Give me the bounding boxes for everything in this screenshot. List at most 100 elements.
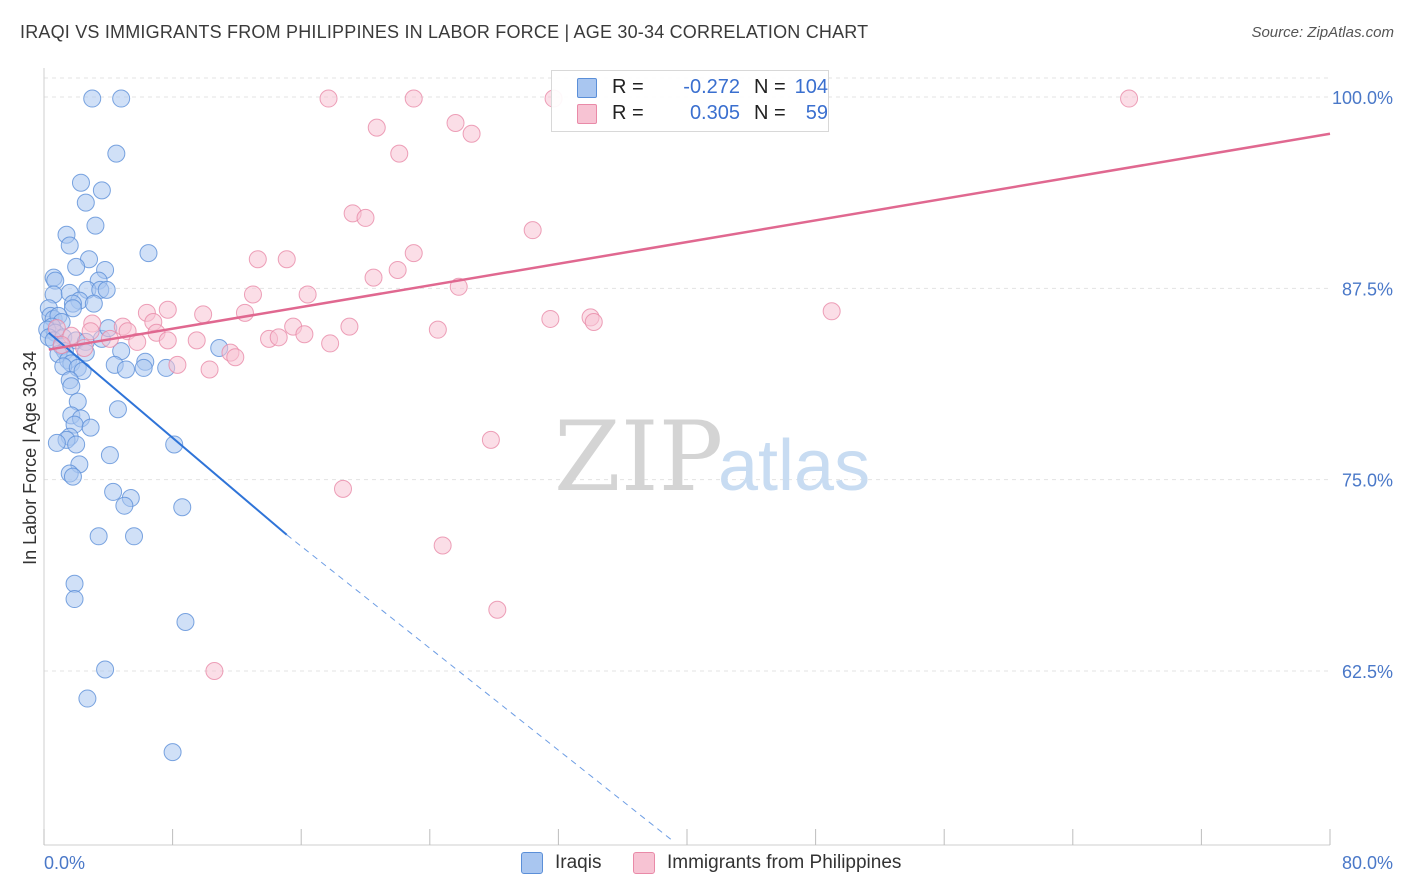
y-tick-label: 75.0%	[1342, 471, 1393, 491]
philippines-point	[298, 285, 317, 304]
philippines-point	[364, 268, 383, 287]
philippines-point	[243, 285, 262, 304]
legend-item-philippines[interactable]: Immigrants from Philippines	[633, 852, 901, 874]
y-tick-labels: 62.5% 75.0% 87.5% 100.0%	[1332, 88, 1393, 682]
iraqis-point	[86, 216, 105, 235]
philippines-point	[388, 260, 407, 279]
philippines-point	[81, 322, 100, 341]
philippines-point	[1120, 89, 1139, 108]
x-tick-label-max: 80.0%	[1342, 853, 1393, 873]
iraqis-point	[100, 446, 119, 465]
iraqis-point	[63, 467, 82, 486]
philippines-point	[319, 89, 338, 108]
philippines-point	[277, 250, 296, 269]
iraqis-r-value: -0.272	[683, 75, 740, 98]
iraqis-point	[71, 173, 90, 192]
philippines-point	[449, 277, 468, 296]
philippines-point	[295, 325, 314, 344]
iraqis-trend-line	[48, 331, 288, 536]
iraqis-point	[81, 418, 100, 437]
philippines-point	[390, 144, 409, 163]
iraqis-point	[163, 743, 182, 762]
iraqis-point	[89, 527, 108, 546]
philippines-point	[158, 300, 177, 319]
stats-legend: R = -0.272 N = 104 R = 0.305 N = 59	[551, 70, 829, 132]
iraqis-point	[176, 613, 195, 632]
iraqis-point	[115, 496, 134, 515]
trend-lines	[48, 132, 1331, 840]
philippines-n-label: N =	[754, 101, 786, 124]
philippines-point	[822, 302, 841, 321]
iraqis-point	[134, 358, 153, 377]
iraqis-point	[125, 527, 144, 546]
philippines-point	[462, 124, 481, 143]
iraqis-point	[116, 360, 135, 379]
iraqis-point	[62, 377, 81, 396]
series-legend: Iraqis Immigrants from Philippines	[0, 852, 1406, 876]
philippines-point	[47, 319, 66, 338]
x-tick-label-min: 0.0%	[44, 853, 85, 873]
iraqis-n-label: N =	[754, 75, 786, 98]
iraqis-point	[47, 433, 66, 452]
iraqis-point	[92, 181, 111, 200]
source-credit: Source: ZipAtlas.com	[1251, 24, 1394, 41]
legend-item-iraqis[interactable]: Iraqis	[521, 852, 601, 874]
philippines-r-label: R =	[612, 101, 644, 124]
iraqis-point	[107, 144, 126, 163]
y-tick-label: 62.5%	[1342, 662, 1393, 682]
iraqis-point	[104, 482, 123, 501]
legend-philippines-label: Immigrants from Philippines	[667, 852, 902, 873]
iraqis-n-value: 104	[794, 75, 828, 98]
philippines-point	[541, 309, 560, 328]
philippines-point	[248, 250, 267, 269]
iraqis-point	[112, 89, 131, 108]
philippines-point	[428, 320, 447, 339]
watermark-zip: ZIP	[554, 401, 723, 513]
iraqis-point	[67, 257, 86, 276]
y-tick-label: 100.0%	[1332, 88, 1393, 108]
watermark-atlas: atlas	[718, 426, 870, 506]
philippines-point	[158, 331, 177, 350]
philippines-trend-line	[48, 132, 1331, 351]
philippines-point	[333, 479, 352, 498]
iraqis-point	[173, 498, 192, 517]
iraqis-point	[63, 299, 82, 318]
philippines-point	[226, 348, 245, 367]
philippines-point	[168, 355, 187, 374]
philippines-n-value: 59	[805, 101, 828, 124]
iraqis-point	[76, 193, 95, 212]
philippines-point	[321, 334, 340, 353]
iraqis-point	[67, 435, 86, 454]
axes	[43, 68, 1331, 846]
iraqis-point	[65, 574, 84, 593]
data-points	[38, 89, 1139, 762]
legend-iraqis-label: Iraqis	[555, 852, 602, 873]
watermark: ZIP atlas	[554, 401, 870, 513]
y-axis-label: In Labor Force | Age 30-34	[20, 351, 40, 565]
philippines-point	[404, 89, 423, 108]
philippines-swatch	[577, 104, 597, 124]
iraqis-point	[83, 89, 102, 108]
iraqis-point	[78, 689, 97, 708]
philippines-point	[523, 221, 542, 240]
philippines-point	[433, 536, 452, 555]
legend-philippines-swatch	[633, 852, 655, 874]
philippines-point	[404, 244, 423, 263]
philippines-point	[446, 114, 465, 133]
iraqis-point	[97, 280, 116, 299]
iraqis-point	[108, 400, 127, 419]
philippines-point	[200, 360, 219, 379]
philippines-point	[584, 313, 603, 332]
iraqis-point	[96, 660, 115, 679]
iraqis-r-label: R =	[612, 75, 644, 98]
iraqis-swatch	[577, 78, 597, 98]
philippines-point	[367, 118, 386, 137]
philippines-point	[269, 328, 288, 347]
philippines-point	[340, 317, 359, 336]
philippines-point	[187, 331, 206, 350]
iraqis-point	[165, 435, 184, 454]
philippines-point	[194, 305, 213, 324]
philippines-point	[205, 662, 224, 680]
philippines-point	[488, 600, 507, 619]
